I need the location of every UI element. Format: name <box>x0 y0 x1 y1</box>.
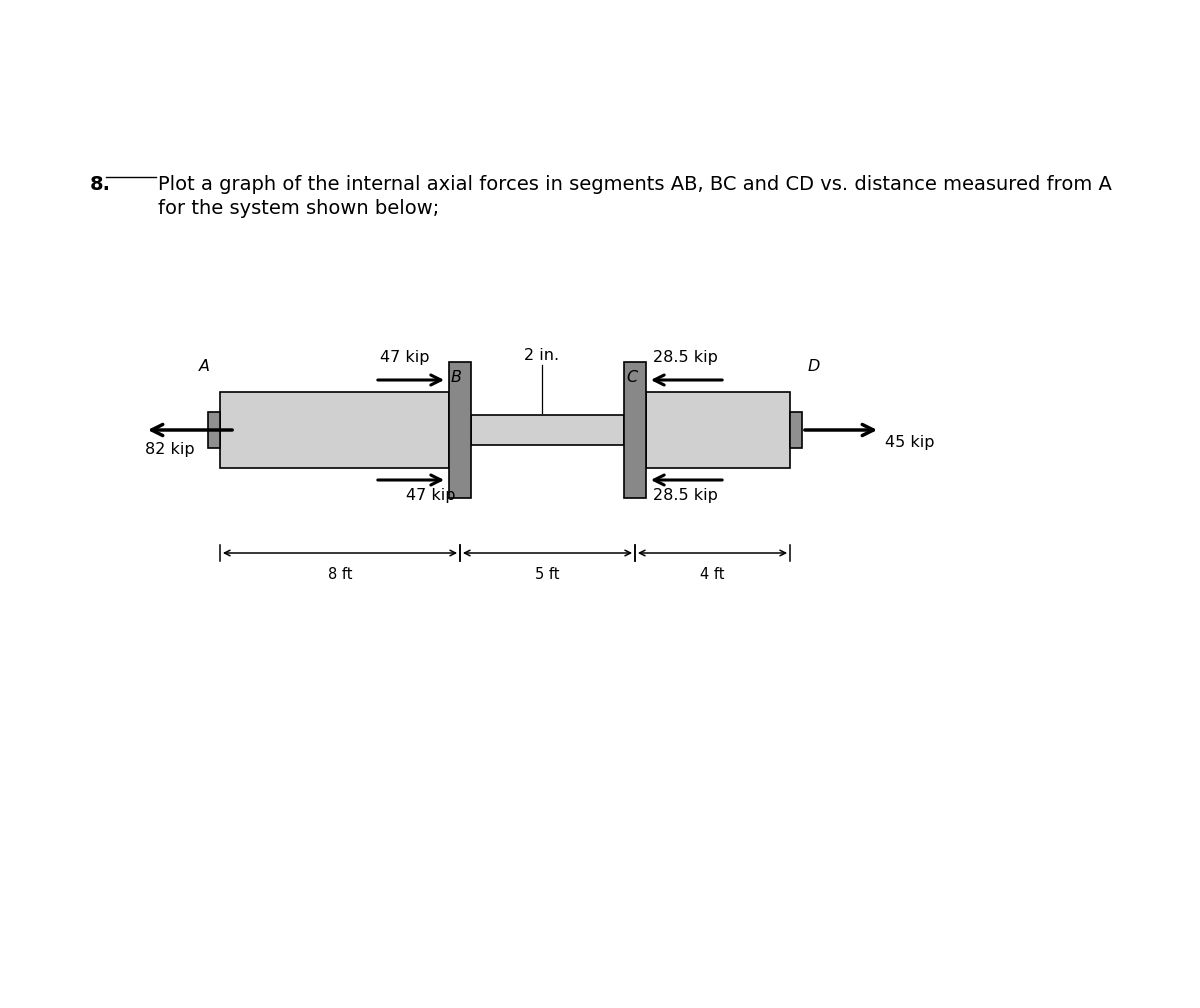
Text: Plot a graph of the internal axial forces in segments AB, BC and CD vs. distance: Plot a graph of the internal axial force… <box>158 175 1112 194</box>
Text: for the system shown below;: for the system shown below; <box>158 199 439 218</box>
Text: 45 kip: 45 kip <box>886 435 935 450</box>
Text: 28.5 kip: 28.5 kip <box>653 488 718 503</box>
Text: 47 kip: 47 kip <box>406 488 455 503</box>
Text: 47 kip: 47 kip <box>380 350 430 365</box>
Text: 5 ft: 5 ft <box>535 566 559 582</box>
Bar <box>790 412 802 448</box>
Text: 8.: 8. <box>90 175 112 194</box>
Bar <box>624 362 646 498</box>
Text: D: D <box>808 359 821 374</box>
Text: 82 kip: 82 kip <box>145 442 194 457</box>
Bar <box>220 392 449 468</box>
Text: 28.5 kip: 28.5 kip <box>653 350 718 365</box>
Bar <box>449 362 470 498</box>
Text: 8 ft: 8 ft <box>328 566 353 582</box>
Text: B: B <box>451 370 462 385</box>
Text: 4 ft: 4 ft <box>701 566 725 582</box>
Bar <box>208 412 220 448</box>
Bar <box>470 415 624 445</box>
Text: C: C <box>626 370 637 385</box>
Bar <box>646 392 790 468</box>
Text: 2 in.: 2 in. <box>524 348 559 363</box>
Text: A: A <box>199 359 210 374</box>
